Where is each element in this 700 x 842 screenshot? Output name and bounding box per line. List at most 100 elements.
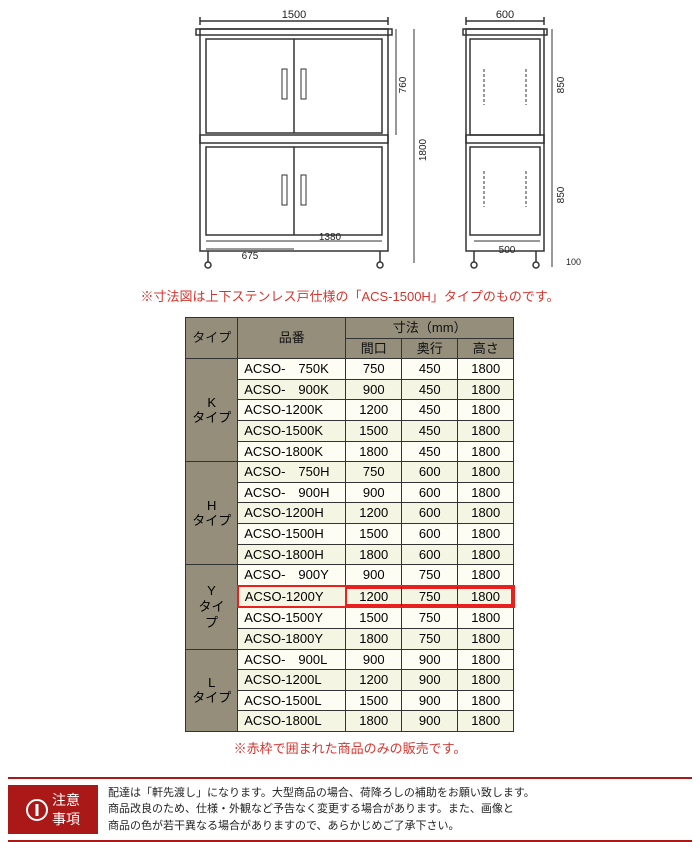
depth-cell: 750 xyxy=(402,565,458,586)
svg-text:850: 850 xyxy=(556,76,567,93)
width-cell: 1200 xyxy=(346,670,402,691)
depth-cell: 600 xyxy=(402,503,458,524)
height-cell: 1800 xyxy=(458,649,514,670)
model-cell: ACSO-1800Y xyxy=(238,628,346,649)
width-cell: 1200 xyxy=(346,400,402,421)
depth-cell: 750 xyxy=(402,628,458,649)
model-cell: ACSO- 900L xyxy=(238,649,346,670)
model-cell: ACSO-1200L xyxy=(238,670,346,691)
th-height: 高さ xyxy=(458,338,514,359)
table-row: K タイプACSO- 750K7504501800 xyxy=(186,359,514,380)
notice-text: 配達は「軒先渡し」になります。大型商品の場合、荷降ろしの補助をお願い致します。 … xyxy=(108,785,535,835)
svg-text:1380: 1380 xyxy=(319,232,342,243)
model-cell: ACSO- 900K xyxy=(238,379,346,400)
svg-text:100: 100 xyxy=(566,257,581,267)
svg-text:600: 600 xyxy=(496,9,514,21)
svg-text:850: 850 xyxy=(556,186,567,203)
height-cell: 1800 xyxy=(458,670,514,691)
depth-cell: 600 xyxy=(402,462,458,483)
depth-cell: 600 xyxy=(402,523,458,544)
height-cell: 1800 xyxy=(458,690,514,711)
model-cell: ACSO-1500Y xyxy=(238,607,346,628)
depth-cell: 450 xyxy=(402,359,458,380)
height-cell: 1800 xyxy=(458,628,514,649)
depth-cell: 900 xyxy=(402,711,458,732)
svg-text:500: 500 xyxy=(499,245,516,256)
depth-cell: 750 xyxy=(402,607,458,628)
warning-icon xyxy=(26,799,48,821)
width-cell: 1500 xyxy=(346,607,402,628)
depth-cell: 450 xyxy=(402,379,458,400)
height-cell: 1800 xyxy=(458,441,514,462)
notice-label-box: 注意 事項 xyxy=(8,785,98,833)
model-cell: ACSO-1500L xyxy=(238,690,346,711)
depth-cell: 450 xyxy=(402,420,458,441)
type-cell: K タイプ xyxy=(186,359,238,462)
type-cell: Y タイプ xyxy=(186,565,238,649)
model-cell: ACSO-1800L xyxy=(238,711,346,732)
height-cell: 1800 xyxy=(458,400,514,421)
depth-cell: 450 xyxy=(402,400,458,421)
width-cell: 750 xyxy=(346,462,402,483)
table-footnote: ※赤枠で囲まれた商品のみの販売です。 xyxy=(0,738,700,757)
width-cell: 1800 xyxy=(346,441,402,462)
diagram-note: ※寸法図は上下ステンレス戸仕様の「ACS-1500H」タイプのものです。 xyxy=(0,286,700,305)
diagram-svg: 1500 1380 675 xyxy=(90,5,610,275)
width-cell: 1800 xyxy=(346,628,402,649)
model-cell: ACSO-1200K xyxy=(238,400,346,421)
notice-bar: 注意 事項 配達は「軒先渡し」になります。大型商品の場合、荷降ろしの補助をお願い… xyxy=(8,777,692,842)
th-depth: 奥行 xyxy=(402,338,458,359)
width-cell: 1200 xyxy=(346,503,402,524)
th-model: 品番 xyxy=(238,318,346,359)
height-cell: 1800 xyxy=(458,462,514,483)
model-cell: ACSO-1500K xyxy=(238,420,346,441)
width-cell: 900 xyxy=(346,379,402,400)
table-row: Y タイプACSO- 900Y9007501800 xyxy=(186,565,514,586)
width-cell: 900 xyxy=(346,482,402,503)
height-cell: 1800 xyxy=(458,482,514,503)
height-cell: 1800 xyxy=(458,523,514,544)
width-cell: 1500 xyxy=(346,420,402,441)
depth-cell: 450 xyxy=(402,441,458,462)
width-cell: 1500 xyxy=(346,690,402,711)
svg-text:675: 675 xyxy=(242,251,259,262)
height-cell: 1800 xyxy=(458,359,514,380)
model-cell: ACSO- 750H xyxy=(238,462,346,483)
height-cell: 1800 xyxy=(458,607,514,628)
table-row: H タイプACSO- 750H7506001800 xyxy=(186,462,514,483)
height-cell: 1800 xyxy=(458,379,514,400)
width-cell: 1500 xyxy=(346,523,402,544)
svg-text:1500: 1500 xyxy=(282,9,306,21)
height-cell: 1800 xyxy=(458,503,514,524)
width-cell: 1200 xyxy=(346,586,402,608)
type-cell: L タイプ xyxy=(186,649,238,731)
model-cell: ACSO- 900H xyxy=(238,482,346,503)
width-cell: 900 xyxy=(346,565,402,586)
th-dimgroup: 寸法（mm） xyxy=(346,318,514,339)
width-cell: 900 xyxy=(346,649,402,670)
depth-cell: 900 xyxy=(402,670,458,691)
table-row: L タイプACSO- 900L9009001800 xyxy=(186,649,514,670)
width-cell: 1800 xyxy=(346,544,402,565)
height-cell: 1800 xyxy=(458,711,514,732)
th-width: 間口 xyxy=(346,338,402,359)
depth-cell: 600 xyxy=(402,544,458,565)
height-cell: 1800 xyxy=(458,586,514,608)
model-cell: ACSO-1800H xyxy=(238,544,346,565)
height-cell: 1800 xyxy=(458,565,514,586)
model-cell: ACSO- 900Y xyxy=(238,565,346,586)
svg-text:760: 760 xyxy=(398,76,409,93)
th-type: タイプ xyxy=(186,318,238,359)
model-cell: ACSO-1800K xyxy=(238,441,346,462)
svg-text:1800: 1800 xyxy=(418,138,429,161)
model-cell: ACSO- 750K xyxy=(238,359,346,380)
model-cell: ACSO-1500H xyxy=(238,523,346,544)
height-cell: 1800 xyxy=(458,544,514,565)
type-cell: H タイプ xyxy=(186,462,238,565)
depth-cell: 600 xyxy=(402,482,458,503)
depth-cell: 900 xyxy=(402,690,458,711)
height-cell: 1800 xyxy=(458,420,514,441)
model-cell: ACSO-1200Y xyxy=(238,586,346,608)
depth-cell: 750 xyxy=(402,586,458,608)
model-cell: ACSO-1200H xyxy=(238,503,346,524)
